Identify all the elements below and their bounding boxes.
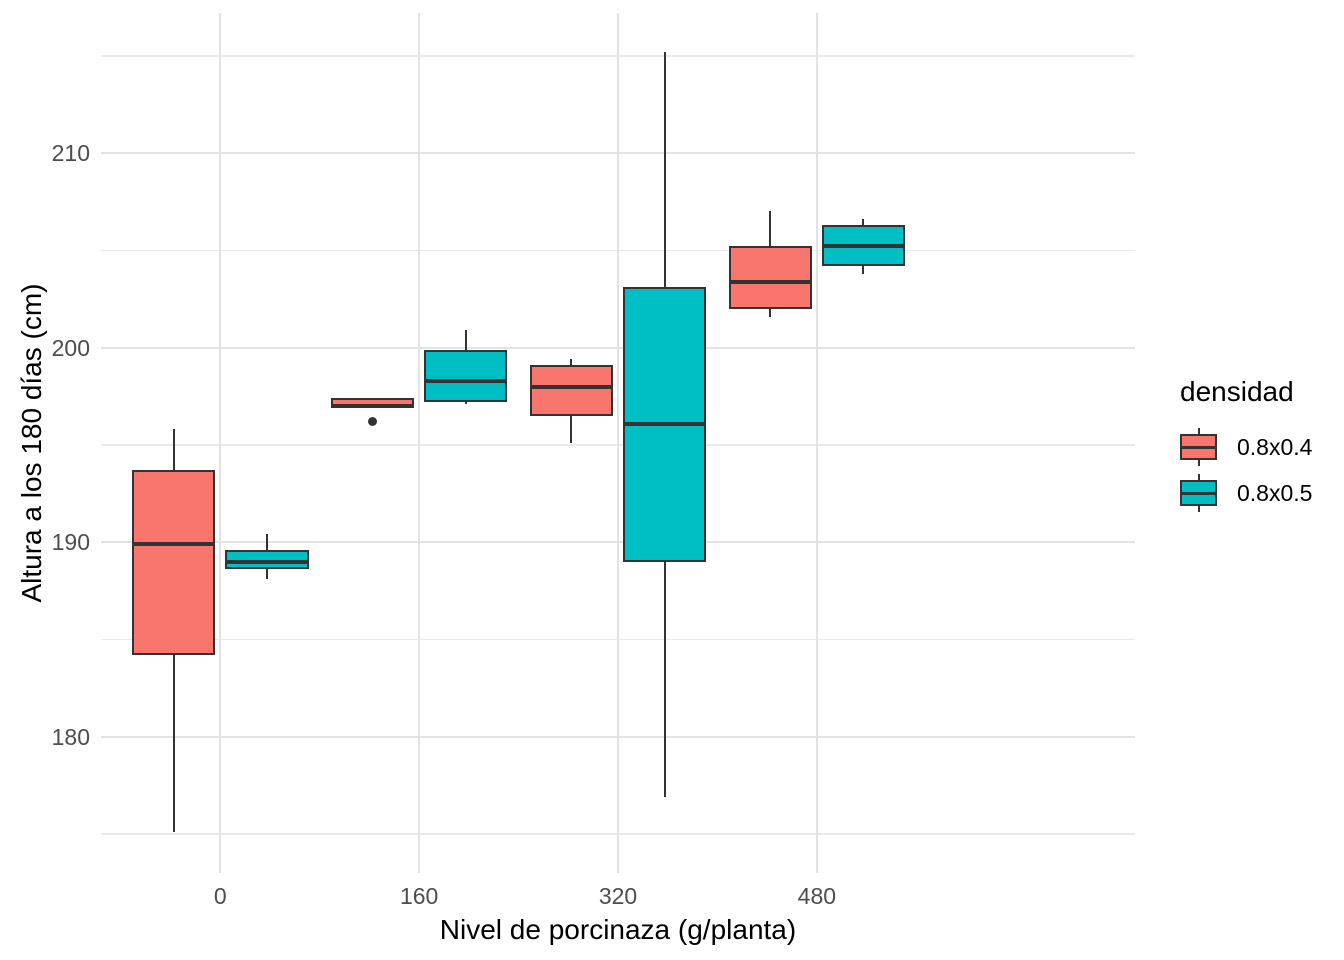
y-axis-tick-label: 190 [51, 529, 90, 556]
boxplot-lower-whisker [265, 569, 268, 580]
y-axis-tick-label: 180 [51, 723, 90, 750]
x-axis-tick-label: 480 [797, 883, 837, 909]
boxplot-lower-whisker [663, 561, 666, 798]
boxplot-outlier-point [368, 417, 378, 427]
boxplot-median-line [225, 559, 309, 564]
x-axis-title: Nivel de porcinaza (g/planta) [439, 914, 797, 945]
boxplot-median-line [330, 404, 415, 409]
boxplot-lower-whisker [570, 415, 573, 443]
y-axis-tick-label: 210 [51, 140, 90, 167]
gridline-vertical-major [815, 13, 818, 873]
y-axis-title: Altura a los 180 días (cm) [16, 283, 47, 603]
y-axis-tick-label: 200 [51, 334, 90, 361]
gridline-vertical-major [617, 13, 619, 873]
legend: densidad 0.8x0.4 0.8x0.5 [1180, 377, 1312, 516]
boxplot-upper-whisker [663, 51, 666, 288]
plot-panel [101, 13, 1135, 873]
boxplot-median-line [821, 244, 906, 249]
gridline-vertical-major [219, 13, 222, 873]
x-axis-tick-label: 320 [598, 883, 638, 909]
legend-entries: 0.8x0.4 0.8x0.5 [1180, 424, 1312, 516]
key-box [1180, 434, 1217, 460]
boxplot-lower-whisker [769, 308, 772, 317]
boxplot-upper-whisker [570, 359, 573, 366]
boxplot-key-icon [1180, 474, 1217, 512]
boxplot-upper-whisker [862, 219, 865, 226]
boxplot-lower-whisker [464, 402, 467, 405]
legend-entry: 0.8x0.5 [1180, 470, 1312, 516]
legend-title: densidad [1180, 376, 1294, 407]
boxplot-lower-whisker [862, 265, 865, 274]
gridline-vertical-major [418, 13, 421, 873]
x-axis-tick-label: 0 [213, 883, 227, 909]
boxplot-median-line [622, 421, 707, 426]
boxplot-upper-whisker [769, 211, 772, 247]
legend-label: 0.8x0.5 [1237, 479, 1313, 506]
boxplot-upper-whisker [265, 534, 268, 550]
key-median-line [1182, 491, 1215, 495]
boxplot-box [529, 365, 614, 416]
boxplot-box [424, 349, 508, 403]
boxplot-median-line [424, 378, 508, 383]
legend-entry: 0.8x0.4 [1180, 424, 1312, 470]
key-median-line [1182, 445, 1215, 449]
legend-label: 0.8x0.4 [1237, 433, 1313, 460]
boxplot-upper-whisker [172, 429, 175, 471]
boxplot-box [132, 470, 216, 656]
boxplot-key-icon [1180, 428, 1217, 466]
boxplot-lower-whisker [172, 655, 175, 833]
boxplot-median-line [728, 279, 812, 284]
boxplot-median-line [132, 542, 216, 547]
x-axis-tick-label: 160 [399, 883, 439, 909]
boxplot-box [728, 246, 812, 309]
boxplot-upper-whisker [464, 330, 467, 350]
boxplot-median-line [529, 384, 614, 389]
